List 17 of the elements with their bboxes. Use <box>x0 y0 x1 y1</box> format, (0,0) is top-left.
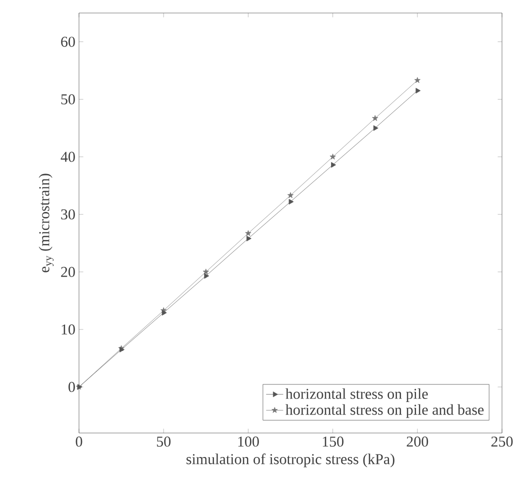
x-tick-label: 50 <box>156 436 171 447</box>
y-tick-label: 30 <box>61 209 75 220</box>
legend-label: horizontal stress on pile <box>286 388 428 402</box>
y-tick-label: 20 <box>61 266 75 277</box>
x-axis-title: simulation of isotropic stress (kPa) <box>186 454 394 468</box>
x-tick-label: 250 <box>491 436 513 447</box>
legend-label: horizontal stress on pile and base <box>286 404 484 418</box>
x-tick-label: 150 <box>322 436 344 447</box>
y-tick-label: 40 <box>60 152 75 162</box>
x-tick-label: 200 <box>406 436 428 447</box>
y-tick-label: 50 <box>61 94 75 104</box>
x-tick-label: 0 <box>76 436 82 447</box>
x-tick-label: 100 <box>238 436 259 447</box>
y-tick-label: 10 <box>62 324 75 334</box>
y-tick-label: 60 <box>61 36 75 47</box>
y-tick-label: 0 <box>68 382 75 392</box>
y-axis-title: e$_{yy}$ (microstrain) <box>38 174 54 272</box>
